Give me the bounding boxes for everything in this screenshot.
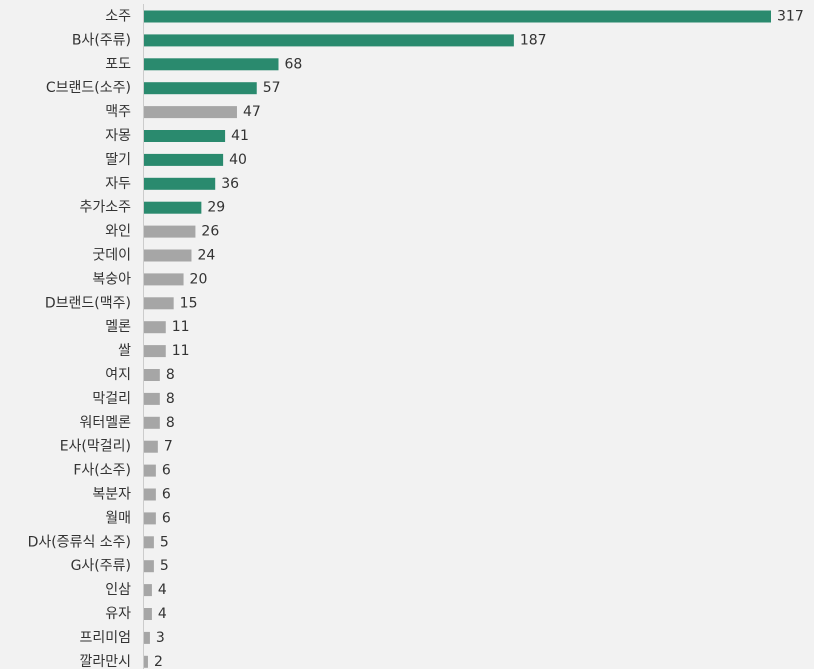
category-label: 굿데이	[92, 248, 131, 264]
category-label: 깔라만시	[79, 654, 131, 669]
value-label: 57	[263, 80, 281, 96]
bar	[144, 177, 216, 190]
value-label: 40	[229, 152, 247, 168]
value-label: 36	[221, 176, 239, 192]
category-label: 복숭아	[92, 271, 131, 287]
value-label: 26	[201, 224, 219, 240]
value-label: 24	[197, 248, 215, 264]
category-label: 자몽	[105, 128, 131, 144]
bar	[144, 321, 166, 334]
value-label: 47	[243, 104, 261, 120]
value-label: 2	[154, 654, 163, 669]
category-label: C브랜드(소주)	[46, 80, 131, 96]
category-label: 자두	[105, 176, 131, 192]
value-label: 6	[162, 463, 171, 479]
bar	[144, 225, 196, 238]
value-label: 4	[158, 606, 167, 622]
bar	[144, 345, 166, 358]
category-label: 맥주	[105, 104, 131, 120]
bar	[144, 273, 184, 286]
bar	[144, 440, 158, 453]
bar	[144, 297, 174, 310]
category-label: 프리미엄	[79, 630, 131, 646]
value-label: 8	[166, 415, 175, 431]
category-label: 월매	[105, 510, 131, 526]
bar	[144, 201, 202, 214]
bar	[144, 608, 152, 620]
category-label: 와인	[105, 224, 131, 240]
bar	[144, 58, 279, 71]
bar	[144, 631, 150, 644]
value-label: 6	[162, 510, 171, 526]
bar	[144, 82, 257, 95]
category-label: 여지	[105, 367, 131, 383]
bar	[144, 249, 192, 262]
category-label: G사(주류)	[71, 558, 131, 574]
bar	[144, 10, 771, 23]
category-label: 인삼	[105, 582, 131, 598]
value-label: 317	[777, 9, 804, 25]
bar	[144, 153, 224, 166]
value-label: 20	[190, 271, 208, 287]
bar	[144, 416, 160, 429]
bar	[144, 488, 156, 501]
value-label: 8	[166, 391, 175, 407]
category-label: 소주	[105, 9, 131, 25]
category-label: 막걸리	[92, 391, 131, 407]
value-label: 11	[172, 319, 190, 335]
value-label: 5	[160, 534, 169, 550]
bar	[144, 512, 156, 525]
value-label: 7	[164, 439, 173, 455]
bar	[144, 560, 154, 573]
value-label: 15	[180, 295, 198, 311]
category-label: 워터멜론	[79, 415, 131, 431]
value-label: 11	[172, 343, 190, 359]
value-label: 4	[158, 582, 167, 598]
bar	[144, 536, 154, 549]
value-label: 8	[166, 367, 175, 383]
value-label: 3	[156, 630, 165, 646]
category-label: 유자	[105, 606, 131, 622]
bar	[144, 369, 160, 381]
category-label: D브랜드(맥주)	[45, 295, 131, 311]
bar	[144, 584, 152, 597]
bar	[144, 392, 160, 405]
value-label: 5	[160, 558, 169, 574]
bar	[144, 106, 237, 119]
category-label: 딸기	[105, 152, 131, 168]
category-label: 쌀	[118, 343, 131, 359]
category-label: 멜론	[105, 319, 131, 335]
category-label: E사(막걸리)	[60, 439, 131, 455]
category-label: F사(소주)	[73, 463, 131, 479]
category-label: B사(주류)	[72, 32, 131, 48]
bar	[144, 655, 148, 668]
value-label: 68	[284, 56, 302, 72]
value-label: 6	[162, 487, 171, 503]
category-label: D사(증류식 소주)	[28, 534, 131, 550]
category-label: 포도	[105, 56, 131, 72]
value-label: 29	[207, 200, 225, 216]
value-label: 187	[520, 32, 547, 48]
value-label: 41	[231, 128, 249, 144]
category-label: 복분자	[92, 487, 131, 503]
bar	[144, 130, 226, 142]
bar	[144, 34, 514, 47]
category-label: 추가소주	[79, 200, 131, 216]
bar	[144, 464, 156, 477]
